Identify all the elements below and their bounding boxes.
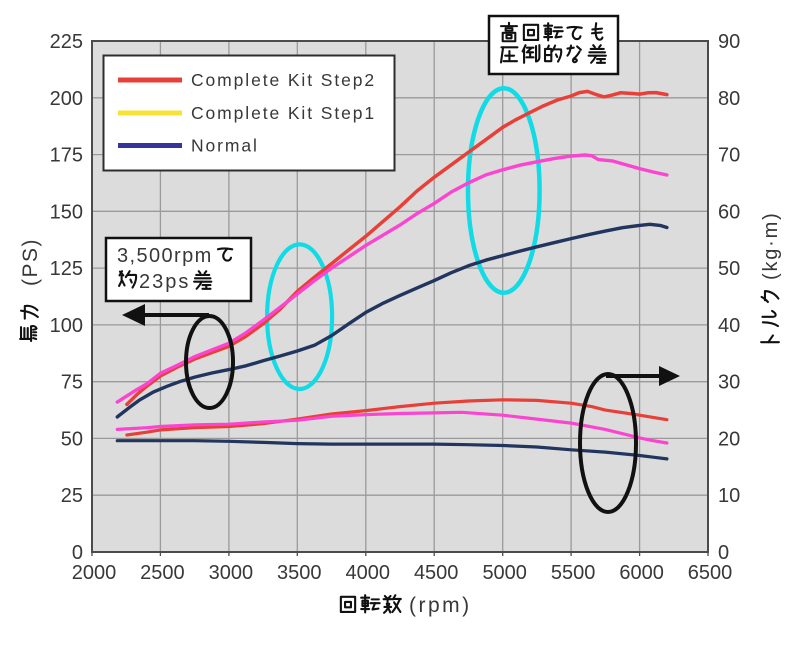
svg-text:200: 200 [50, 88, 83, 110]
svg-text:Complete Kit Step2: Complete Kit Step2 [191, 70, 376, 90]
svg-text:90: 90 [718, 31, 740, 53]
svg-text:Complete Kit Step1: Complete Kit Step1 [191, 103, 376, 123]
svg-text:3,500rpm: 3,500rpm [117, 245, 213, 267]
svg-text:(rpm): (rpm) [409, 594, 472, 617]
svg-text:125: 125 [50, 258, 83, 280]
svg-text:2000: 2000 [72, 562, 117, 584]
svg-text:4500: 4500 [414, 562, 459, 584]
svg-text:20: 20 [718, 428, 740, 450]
svg-text:75: 75 [61, 372, 83, 394]
svg-text:10: 10 [718, 485, 740, 507]
svg-text:0: 0 [718, 542, 729, 564]
svg-text:225: 225 [50, 31, 83, 53]
svg-text:70: 70 [718, 145, 740, 167]
svg-text:5500: 5500 [551, 562, 596, 584]
svg-text:6000: 6000 [619, 562, 664, 584]
svg-text:25: 25 [61, 485, 83, 507]
svg-text:0: 0 [72, 542, 83, 564]
svg-text:60: 60 [718, 201, 740, 223]
svg-text:3500: 3500 [277, 562, 322, 584]
svg-text:5000: 5000 [482, 562, 527, 584]
svg-text:2500: 2500 [140, 562, 185, 584]
svg-text:6500: 6500 [688, 562, 733, 584]
svg-text:50: 50 [61, 428, 83, 450]
svg-text:3000: 3000 [209, 562, 254, 584]
svg-text:23ps: 23ps [139, 271, 190, 293]
svg-text:100: 100 [50, 315, 83, 337]
svg-text:30: 30 [718, 372, 740, 394]
svg-text:80: 80 [718, 88, 740, 110]
svg-text:(kg·m): (kg·m) [760, 211, 782, 280]
svg-text:175: 175 [50, 145, 83, 167]
svg-text:40: 40 [718, 315, 740, 337]
svg-text:(PS): (PS) [19, 238, 42, 286]
svg-text:4000: 4000 [346, 562, 391, 584]
svg-text:150: 150 [50, 201, 83, 223]
svg-text:Normal: Normal [191, 136, 259, 156]
svg-text:50: 50 [718, 258, 740, 280]
